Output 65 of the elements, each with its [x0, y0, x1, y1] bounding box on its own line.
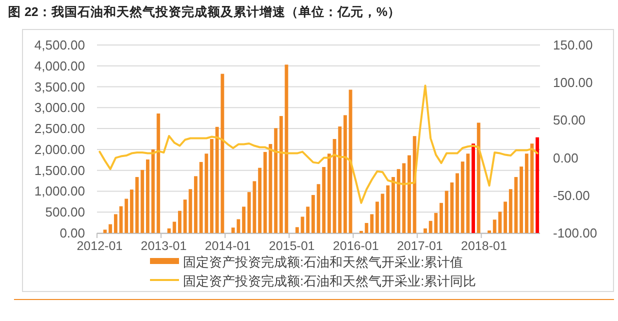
y2-tick-label: 150.00	[553, 38, 593, 52]
bar	[456, 173, 459, 233]
bar	[274, 128, 278, 233]
bar	[322, 166, 326, 233]
bar	[492, 220, 496, 233]
y2-tick-label: -100.00	[553, 226, 598, 240]
y-tick-label: 1,500.00	[34, 162, 85, 178]
bar	[376, 202, 379, 233]
x-tick-label: 2012-01	[76, 239, 123, 253]
legend-label: 固定资产投资完成额:石油和天然气开采业:累计同比	[183, 274, 476, 288]
x-tick-label: 2014-01	[204, 239, 251, 253]
bar	[140, 170, 144, 233]
bar	[108, 224, 112, 233]
bar	[279, 116, 283, 233]
bar	[370, 214, 374, 233]
bar	[124, 198, 128, 233]
line-series	[98, 84, 538, 204]
y-tick-label: 0.00	[60, 226, 85, 240]
bar	[424, 228, 427, 233]
bar	[103, 230, 107, 233]
bar	[508, 189, 512, 233]
x-tick-label: 2013-01	[140, 239, 187, 253]
bar	[504, 202, 508, 233]
bar	[178, 210, 182, 233]
bar	[194, 176, 198, 233]
bar	[130, 190, 134, 233]
chart-title: 图 22：我国石油和天然气投资完成额及累计增速（单位：亿元，%）	[8, 4, 400, 19]
x-tick-label: 2018-01	[461, 239, 507, 253]
bar	[476, 122, 480, 233]
bar	[440, 202, 443, 233]
bar	[472, 144, 475, 233]
bar	[488, 230, 492, 233]
y-tick-label: 1,000.00	[34, 184, 85, 199]
y-tick-label: 3,000.00	[34, 100, 85, 116]
bar	[408, 155, 411, 233]
bar	[210, 139, 214, 233]
y-tick-label: 4,500.00	[34, 38, 85, 52]
legend-label: 固定资产投资完成额:石油和天然气开采业:累计值	[183, 254, 464, 270]
y-tick-label: 2,000.00	[34, 142, 85, 157]
x-tick-label: 2017-01	[396, 239, 443, 253]
bar	[392, 177, 395, 233]
bar	[520, 166, 524, 233]
y-tick-label: 3,500.00	[34, 79, 85, 94]
bar	[311, 194, 315, 233]
bar	[524, 154, 528, 233]
y2-tick-label: -50.00	[553, 188, 590, 203]
y-tick-label: 2,500.00	[34, 121, 85, 136]
x-tick-label: 2016-01	[332, 239, 379, 253]
bar	[338, 126, 342, 233]
bar	[258, 168, 262, 233]
y2-tick-label: 50.00	[553, 112, 586, 128]
y2-tick-label: 0.00	[553, 150, 578, 166]
bar	[306, 206, 310, 233]
bar	[263, 152, 267, 233]
bar	[536, 137, 540, 233]
y2-tick-label: 100.00	[553, 75, 593, 90]
x-tick-label: 2015-01	[268, 239, 315, 253]
y-tick-label: 4,000.00	[34, 58, 85, 74]
bar	[146, 159, 150, 233]
bar	[343, 115, 347, 233]
bar	[295, 227, 299, 233]
y-tick-label: 500.00	[45, 204, 85, 220]
bar	[114, 214, 118, 233]
bar	[242, 206, 246, 233]
bar	[327, 154, 331, 233]
